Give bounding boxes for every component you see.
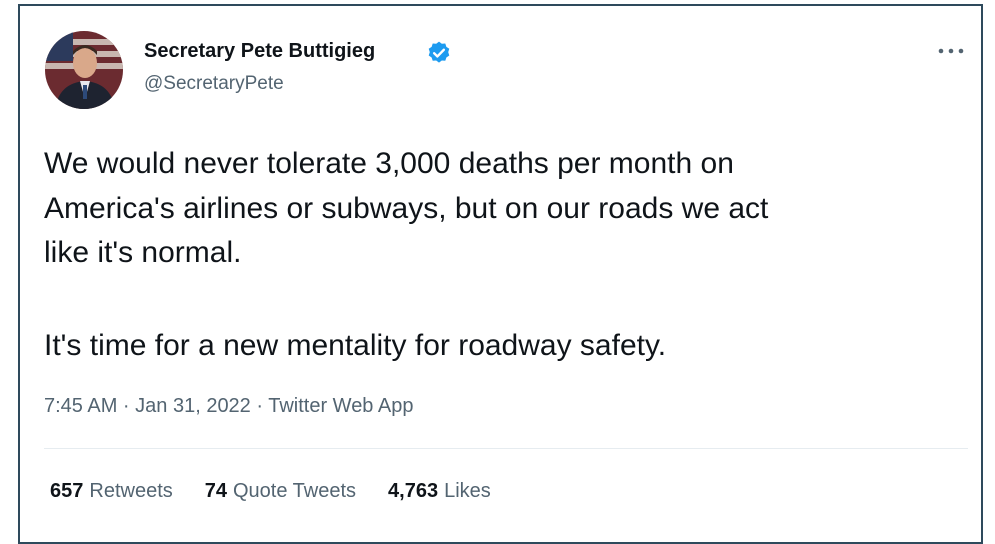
text-line: It's time for a new mentality for roadwa… — [44, 328, 667, 362]
stat-count: 657 — [50, 480, 84, 502]
paragraph: We would never tolerate 3,000 deaths per… — [44, 142, 768, 276]
text-line: like it's normal. — [44, 236, 242, 269]
text-line: We would never tolerate 3,000 deaths per… — [44, 147, 734, 180]
text-line: America's airlines or subways, but on ou… — [44, 191, 769, 225]
paragraph: It's time for a new mentality for roadwa… — [44, 324, 768, 369]
stat[interactable]: 657 Retweets — [50, 480, 173, 503]
stat-label: Likes — [444, 480, 491, 502]
stat-label: Retweets — [89, 480, 173, 502]
more-button[interactable] — [936, 46, 966, 56]
stat-count: 4,763 — [388, 480, 439, 502]
author-name[interactable]: Secretary Pete Buttigieg — [144, 40, 376, 62]
stats-bar: 657 Retweets 74 Quote Tweets 4,763 Likes — [50, 480, 491, 503]
timestamp[interactable]: 7:45 AM · Jan 31, 2022 · Twitter Web App — [44, 395, 414, 417]
stat-count: 74 — [204, 480, 227, 502]
tweet-card: Secretary Pete Buttigieg @SecretaryPete … — [18, 4, 983, 544]
avatar[interactable] — [45, 31, 123, 109]
stat-label: Quote Tweets — [233, 480, 357, 502]
divider — [44, 448, 968, 449]
stat[interactable]: 74 Quote Tweets — [205, 480, 356, 503]
stat[interactable]: 4,763 Likes — [388, 480, 491, 503]
avatar-image — [45, 31, 123, 109]
page: Secretary Pete Buttigieg @SecretaryPete … — [18, 4, 983, 544]
tweet-text: We would never tolerate 3,000 deaths per… — [44, 142, 768, 416]
author-handle[interactable]: @SecretaryPete — [144, 73, 284, 94]
verified-badge — [428, 41, 450, 63]
